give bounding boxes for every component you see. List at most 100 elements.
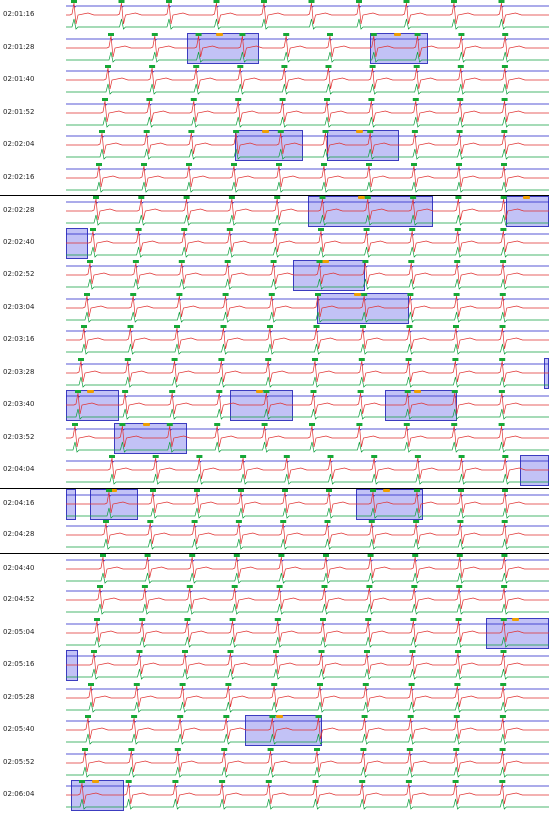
beat-marker [366, 585, 373, 588]
ecg-trace[interactable] [66, 715, 549, 747]
ecg-trace[interactable] [66, 488, 549, 521]
event-highlight[interactable] [66, 650, 79, 681]
ecg-trace[interactable] [66, 585, 549, 617]
strip-timestamp: 02:01:52 [3, 107, 35, 116]
ecg-trace[interactable] [66, 455, 549, 487]
ecg-trace[interactable] [66, 162, 549, 195]
ecg-trace[interactable] [66, 422, 549, 455]
strip-timestamp: 02:04:16 [3, 498, 35, 507]
event-highlight[interactable] [505, 196, 549, 227]
ecg-strip-row[interactable]: 02:04:52 [0, 585, 549, 617]
ecg-trace[interactable] [66, 260, 549, 292]
event-highlight[interactable] [235, 130, 303, 161]
ecg-strip-row[interactable]: 02:02:40 [0, 227, 549, 260]
beat-marker [240, 455, 247, 458]
event-highlight[interactable] [355, 488, 424, 520]
ecg-strip-row[interactable]: 02:04:28 [0, 520, 549, 552]
event-highlight[interactable] [66, 227, 88, 259]
ecg-trace[interactable] [66, 682, 549, 715]
event-highlight[interactable] [370, 32, 429, 64]
beat-marker [367, 130, 374, 133]
ecg-trace[interactable] [66, 97, 549, 130]
ecg-trace[interactable] [66, 780, 549, 812]
ecg-strip-row[interactable]: 02:01:16 [0, 0, 549, 32]
ecg-trace[interactable] [66, 196, 549, 228]
ecg-trace[interactable] [66, 617, 549, 650]
ecg-strip-row[interactable]: 02:03:52 [0, 422, 549, 455]
ecg-strip-row[interactable]: 02:01:40 [0, 65, 549, 97]
event-highlight[interactable] [90, 488, 139, 520]
ecg-trace[interactable] [66, 65, 549, 97]
beat-marker [360, 747, 367, 751]
event-highlight[interactable] [486, 617, 549, 649]
ecg-strip-row[interactable]: 02:03:28 [0, 357, 549, 390]
beat-marker [325, 65, 332, 68]
ecg-trace[interactable] [66, 747, 549, 780]
ecg-trace[interactable] [66, 390, 549, 422]
lead-trace-blue [66, 264, 549, 268]
lead-trace-red [66, 620, 549, 642]
ecg-strip-row[interactable]: 02:05:40 [0, 715, 549, 747]
ecg-trace[interactable] [66, 553, 549, 586]
ecg-strip-row[interactable]: 02:05:28 [0, 682, 549, 715]
ecg-strip-row[interactable]: 02:02:52 [0, 260, 549, 292]
ecg-strip-row[interactable]: 02:04:16 [0, 487, 549, 521]
beat-marker [457, 520, 464, 523]
beat-marker [151, 32, 158, 36]
beat-marker [501, 553, 508, 557]
ecg-strip-row[interactable]: 02:02:28 [0, 195, 549, 228]
event-highlight[interactable] [326, 130, 400, 161]
ecg-strip-row[interactable]: 02:02:16 [0, 162, 549, 195]
ecg-trace[interactable] [66, 520, 549, 552]
event-highlight[interactable] [317, 292, 409, 324]
beat-marker [454, 260, 461, 263]
event-highlight[interactable] [66, 390, 120, 421]
event-highlight[interactable] [66, 488, 76, 520]
ecg-strip-row[interactable]: 02:03:16 [0, 325, 549, 357]
beat-marker [268, 292, 275, 296]
event-highlight[interactable] [307, 196, 434, 227]
ecg-strip-row[interactable]: 02:01:52 [0, 97, 549, 130]
event-highlight[interactable] [244, 715, 322, 746]
beat-marker [362, 682, 369, 686]
beat-marker [237, 65, 244, 68]
beat-marker [409, 650, 416, 653]
beat-marker [141, 162, 147, 166]
event-highlight[interactable] [520, 455, 549, 486]
beat-marker [274, 617, 281, 621]
strip-timestamp: 02:02:40 [3, 237, 35, 246]
ecg-trace[interactable] [66, 0, 549, 32]
beat-marker [368, 97, 375, 101]
ecg-strip-row[interactable]: 02:02:04 [0, 130, 549, 162]
event-highlight[interactable] [293, 260, 366, 291]
ecg-waveform [66, 0, 549, 30]
ecg-strip-row[interactable]: 02:05:04 [0, 617, 549, 650]
ecg-trace[interactable] [66, 357, 549, 390]
beat-marker [72, 422, 78, 426]
event-highlight[interactable] [384, 390, 458, 421]
ecg-strip-row[interactable]: 02:06:04 [0, 780, 549, 812]
beat-marker [85, 715, 91, 718]
beat-marker [358, 357, 365, 361]
event-marker [413, 390, 421, 393]
lead-trace-green [66, 603, 549, 615]
ecg-strip-row[interactable]: 02:01:28 [0, 32, 549, 65]
ecg-trace[interactable] [66, 292, 549, 325]
ecg-trace[interactable] [66, 130, 549, 162]
beat-marker [502, 32, 509, 36]
ecg-trace[interactable] [66, 32, 549, 65]
beat-marker [403, 0, 410, 3]
event-marker [393, 32, 401, 36]
event-highlight[interactable] [70, 780, 124, 811]
ecg-trace[interactable] [66, 227, 549, 260]
ecg-trace[interactable] [66, 650, 549, 682]
ecg-strip-row[interactable]: 02:05:52 [0, 747, 549, 780]
event-highlight[interactable] [230, 390, 293, 421]
lead-trace-green [66, 116, 549, 128]
ecg-strip-row[interactable]: 02:03:04 [0, 292, 549, 325]
ecg-strip-row[interactable]: 02:04:40 [0, 552, 549, 586]
ecg-strip-row[interactable]: 02:05:16 [0, 650, 549, 682]
ecg-strip-row[interactable]: 02:04:04 [0, 455, 549, 487]
ecg-trace[interactable] [66, 325, 549, 357]
ecg-strip-row[interactable]: 02:03:40 [0, 390, 549, 422]
